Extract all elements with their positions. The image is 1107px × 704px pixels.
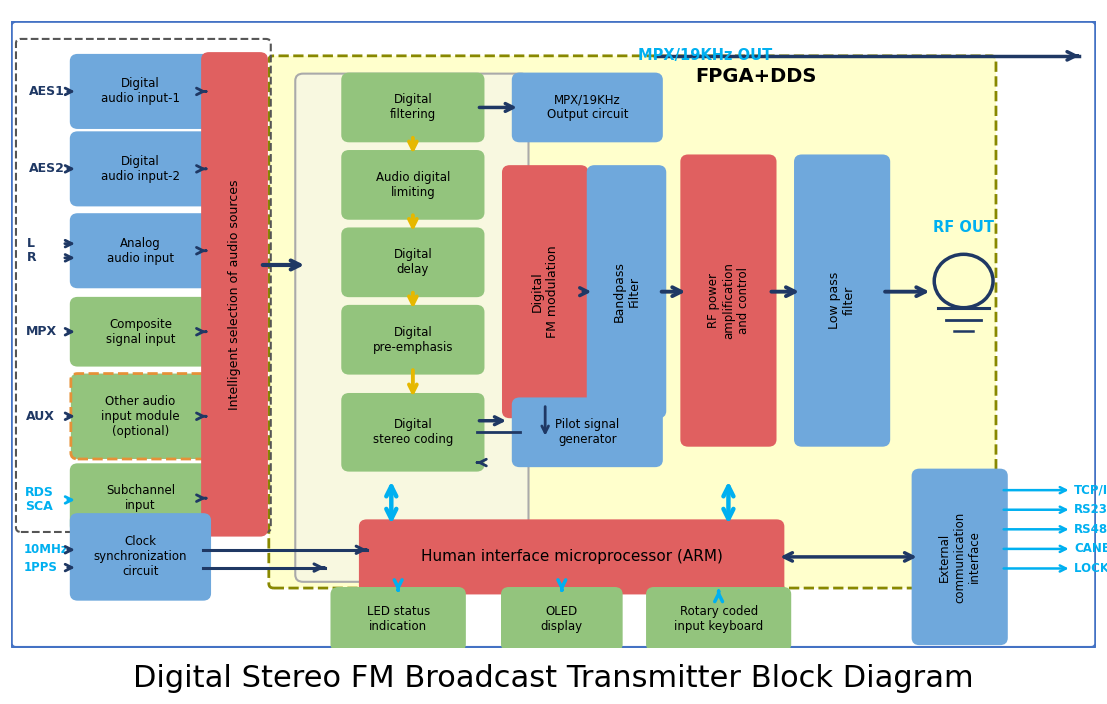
FancyBboxPatch shape — [360, 520, 784, 593]
Text: Clock
synchronization
circuit: Clock synchronization circuit — [94, 536, 187, 579]
FancyBboxPatch shape — [342, 394, 484, 470]
FancyBboxPatch shape — [71, 55, 210, 128]
FancyBboxPatch shape — [648, 588, 790, 650]
Text: External
communication
interface: External communication interface — [939, 511, 981, 603]
Text: Analog
audio input: Analog audio input — [107, 237, 174, 265]
Text: Subchannel
input: Subchannel input — [106, 484, 175, 513]
Text: CANBUS: CANBUS — [1075, 542, 1107, 555]
FancyBboxPatch shape — [71, 132, 210, 206]
Text: 10MHz: 10MHz — [24, 543, 69, 556]
Text: Audio digital
limiting: Audio digital limiting — [375, 171, 451, 199]
FancyBboxPatch shape — [513, 398, 662, 466]
Text: Low pass
filter: Low pass filter — [828, 272, 856, 329]
Text: RDS: RDS — [24, 486, 53, 499]
Text: Rotary coded
input keyboard: Rotary coded input keyboard — [674, 605, 763, 633]
Text: Digital
delay: Digital delay — [393, 249, 432, 276]
Text: RS485: RS485 — [1075, 523, 1107, 536]
FancyBboxPatch shape — [342, 74, 484, 142]
FancyBboxPatch shape — [71, 374, 210, 459]
Text: LED status
indication: LED status indication — [366, 605, 430, 633]
Text: Bandpass
Filter: Bandpass Filter — [612, 261, 641, 322]
Text: TCP/IP: TCP/IP — [1075, 484, 1107, 496]
Text: OLED
display: OLED display — [540, 605, 583, 633]
FancyBboxPatch shape — [296, 74, 528, 582]
FancyBboxPatch shape — [11, 21, 1096, 648]
FancyBboxPatch shape — [71, 298, 210, 365]
Text: L: L — [27, 237, 34, 250]
Text: Composite
signal input: Composite signal input — [105, 318, 175, 346]
Text: Digital
stereo coding: Digital stereo coding — [373, 418, 453, 446]
Text: RF OUT: RF OUT — [933, 220, 994, 235]
FancyBboxPatch shape — [269, 56, 996, 588]
Text: Digital
filtering: Digital filtering — [390, 94, 436, 122]
Text: Digital
pre-emphasis: Digital pre-emphasis — [373, 326, 453, 353]
FancyBboxPatch shape — [331, 588, 465, 650]
FancyBboxPatch shape — [682, 156, 776, 446]
Text: RF power
amplification
and control: RF power amplification and control — [707, 262, 749, 339]
Text: Digital
audio input-1: Digital audio input-1 — [101, 77, 180, 106]
FancyBboxPatch shape — [71, 514, 210, 600]
FancyBboxPatch shape — [71, 465, 210, 532]
FancyBboxPatch shape — [503, 166, 588, 417]
FancyBboxPatch shape — [513, 74, 662, 142]
FancyBboxPatch shape — [342, 229, 484, 296]
Text: R: R — [27, 251, 37, 265]
Text: AES2: AES2 — [29, 163, 64, 175]
Text: 1PPS: 1PPS — [24, 561, 58, 574]
Text: Intelligent selection of audio sources: Intelligent selection of audio sources — [228, 179, 241, 410]
Text: MPX/19KHz OUT: MPX/19KHz OUT — [639, 49, 773, 63]
FancyBboxPatch shape — [795, 156, 889, 446]
Text: Digital Stereo FM Broadcast Transmitter Block Diagram: Digital Stereo FM Broadcast Transmitter … — [133, 665, 973, 693]
Text: MPX/19KHz
Output circuit: MPX/19KHz Output circuit — [547, 94, 628, 122]
FancyBboxPatch shape — [342, 151, 484, 219]
Text: AUX: AUX — [25, 410, 54, 423]
FancyBboxPatch shape — [503, 588, 622, 650]
FancyBboxPatch shape — [71, 214, 210, 287]
FancyBboxPatch shape — [912, 470, 1006, 644]
Text: SCA: SCA — [24, 500, 52, 513]
Text: AES1: AES1 — [29, 85, 64, 98]
Text: Digital
audio input-2: Digital audio input-2 — [101, 155, 180, 183]
Text: Other audio
input module
(optional): Other audio input module (optional) — [101, 395, 179, 438]
Text: FPGA+DDS: FPGA+DDS — [695, 67, 817, 86]
FancyBboxPatch shape — [342, 306, 484, 374]
Text: Human interface microprocessor (ARM): Human interface microprocessor (ARM) — [421, 549, 723, 565]
FancyBboxPatch shape — [588, 166, 665, 417]
Text: RS232: RS232 — [1075, 503, 1107, 516]
Text: Digital
FM modulation: Digital FM modulation — [531, 246, 559, 338]
Text: MPX: MPX — [25, 325, 56, 338]
FancyBboxPatch shape — [203, 54, 267, 536]
Text: Pilot signal
generator: Pilot signal generator — [556, 418, 620, 446]
Text: LOCK IN: LOCK IN — [1075, 562, 1107, 575]
